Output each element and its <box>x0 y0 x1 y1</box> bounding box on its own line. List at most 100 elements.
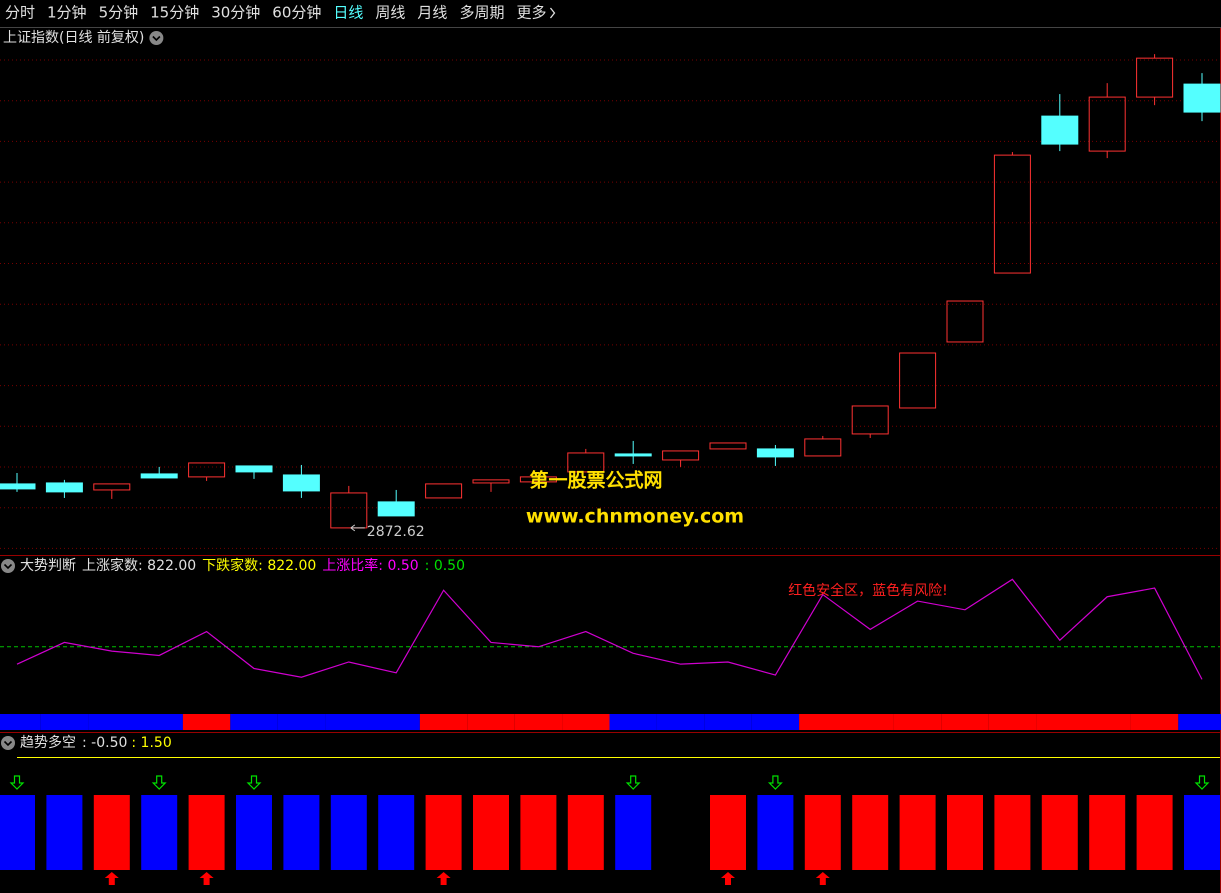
sell-arrow <box>1194 775 1210 790</box>
menu-item[interactable]: 分时 <box>5 4 35 22</box>
state-band <box>988 714 1037 730</box>
sell-arrow <box>625 775 641 790</box>
state-band <box>609 714 657 730</box>
state-band <box>467 714 515 730</box>
main-title: 上证指数(日线 前复权) <box>3 29 144 46</box>
menu-item[interactable]: 周线 <box>375 4 405 22</box>
candle-body <box>946 300 984 343</box>
buy-arrow <box>436 872 451 885</box>
candle-body <box>282 474 320 492</box>
legend-text: : 0.50 <box>425 558 465 574</box>
state-band <box>1083 714 1131 730</box>
state-bar <box>947 795 983 870</box>
state-bar <box>425 795 462 870</box>
watermark: 第一股票公式网 www.chnmoney.com <box>526 469 744 528</box>
legend-text: : -0.50 <box>82 735 127 751</box>
candle-body <box>425 483 463 499</box>
dropdown-icon[interactable] <box>149 31 164 45</box>
state-band <box>230 714 278 730</box>
candle-body <box>140 473 178 479</box>
state-bar <box>899 795 936 870</box>
buy-arrow <box>199 872 214 885</box>
menu-item[interactable]: 月线 <box>417 4 447 22</box>
candle-body <box>472 479 510 484</box>
menu-item[interactable]: 日线 <box>333 4 363 22</box>
candle-body <box>235 465 273 473</box>
state-bar <box>1136 795 1173 870</box>
state-bar <box>852 795 889 870</box>
candle-body <box>709 442 747 450</box>
candle-body <box>330 492 368 529</box>
menu-item[interactable]: 更多 <box>516 4 546 22</box>
menu-item[interactable]: 多周期 <box>459 4 504 22</box>
candle-body <box>0 483 36 490</box>
candle-body <box>1136 57 1174 98</box>
state-bar <box>378 795 415 870</box>
buy-arrow <box>104 872 119 885</box>
candle-body <box>567 452 605 473</box>
state-bar <box>804 795 841 870</box>
state-bar <box>994 795 1031 870</box>
sell-arrow <box>246 775 262 790</box>
state-bar <box>236 795 272 870</box>
state-band <box>325 714 373 730</box>
dropdown-icon[interactable] <box>1 736 15 750</box>
state-bar <box>93 795 130 870</box>
state-bar <box>1184 795 1220 870</box>
candle-body <box>377 501 415 517</box>
legend-text: 下跌家数: 822.00 <box>202 557 316 574</box>
state-bar <box>615 795 652 870</box>
menu-item[interactable]: 5分钟 <box>99 4 139 22</box>
state-bar <box>188 795 225 870</box>
menu-chevron <box>549 7 556 19</box>
state-band <box>562 714 610 730</box>
state-band <box>846 714 894 730</box>
candle-body <box>804 438 842 457</box>
sell-arrow <box>9 775 25 790</box>
buy-arrow <box>815 872 830 885</box>
state-band <box>372 714 420 730</box>
state-band <box>1178 714 1221 730</box>
candle-body <box>519 476 557 483</box>
state-bar <box>757 795 794 870</box>
state-bar <box>330 795 367 870</box>
legend-text: 上涨比率: 0.50 <box>322 557 418 574</box>
state-band <box>704 714 752 730</box>
dropdown-icon[interactable] <box>1 559 15 573</box>
candle-body <box>614 453 652 457</box>
state-bar <box>141 795 178 870</box>
candle-body <box>899 352 937 409</box>
candle-body <box>93 483 131 491</box>
state-bar <box>473 795 509 870</box>
state-band <box>182 714 231 730</box>
buy-arrow <box>721 872 735 885</box>
watermark-title: 第一股票公式网 <box>529 469 662 492</box>
sell-arrow <box>151 775 167 790</box>
state-bar <box>710 795 746 870</box>
candle-body <box>45 482 83 493</box>
state-band <box>88 714 136 730</box>
dropdown-chevron <box>3 563 13 570</box>
panel-title: 趋势多空 <box>20 734 76 751</box>
state-band <box>40 714 89 730</box>
low-arrow <box>350 524 365 532</box>
state-bar <box>46 795 83 870</box>
menu-item[interactable]: 15分钟 <box>150 4 199 22</box>
state-band <box>135 714 183 730</box>
dropdown-chevron <box>152 35 161 42</box>
candle-body <box>851 405 889 435</box>
state-band <box>0 714 41 730</box>
low-label: 2872.62 <box>367 524 425 540</box>
menu-item[interactable]: 30分钟 <box>211 4 260 22</box>
state-band <box>656 714 705 730</box>
state-bar <box>567 795 604 870</box>
state-band <box>514 714 563 730</box>
menu-item[interactable]: 1分钟 <box>47 4 87 22</box>
state-bar <box>283 795 320 870</box>
state-band <box>1036 714 1084 730</box>
state-band <box>419 714 468 730</box>
state-bar <box>1041 795 1078 870</box>
sell-arrow <box>767 775 783 790</box>
legend-text: : 1.50 <box>131 735 171 751</box>
menu-item[interactable]: 60分钟 <box>272 4 321 22</box>
